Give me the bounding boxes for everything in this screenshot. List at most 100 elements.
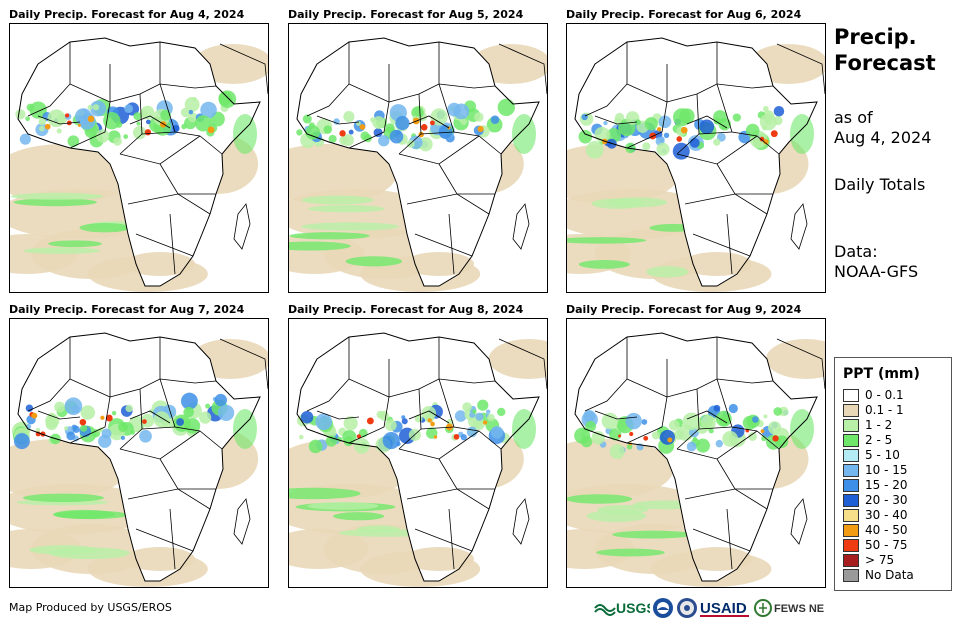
country-border <box>316 115 360 125</box>
fews-net-logo: FEWS NET <box>754 597 831 621</box>
heavy-rain-core <box>79 418 87 426</box>
rain-cell <box>745 123 760 138</box>
rain-cell <box>38 117 47 126</box>
heavy-rain-core <box>433 435 438 439</box>
rain-cell <box>748 432 757 441</box>
ocean-rain-streak <box>289 487 361 500</box>
country-border <box>316 410 360 420</box>
legend-item: 10 - 15 <box>843 463 948 478</box>
data-source-value: NOAA-GFS <box>834 262 919 281</box>
country-border <box>414 528 473 552</box>
usaid-logo: USAID <box>699 598 751 622</box>
legend-item: 30 - 40 <box>843 508 948 523</box>
seal-icon <box>677 598 697 618</box>
panel-title: Daily Precip. Forecast for Aug 8, 2024 <box>288 303 524 316</box>
rain-cell <box>343 111 355 123</box>
rain-cell <box>47 412 56 421</box>
rain-cell <box>180 392 198 410</box>
rain-cell <box>113 137 122 146</box>
heavy-rain-core <box>418 131 424 138</box>
rain-cell <box>35 427 41 433</box>
country-border <box>448 213 455 275</box>
heavy-rain-core <box>763 139 769 145</box>
arabia-outline <box>498 338 547 390</box>
rain-cell <box>651 431 661 440</box>
rain-cell <box>625 412 642 430</box>
heavy-rain-core <box>65 113 70 118</box>
country-border <box>406 488 490 510</box>
rain-cell <box>490 115 500 125</box>
land-mask <box>575 38 817 286</box>
country-border <box>348 337 390 398</box>
rain-cell <box>713 404 721 412</box>
country-border <box>584 378 628 412</box>
africa-precip-map <box>289 37 547 292</box>
rain-cell <box>682 412 701 431</box>
madagascar-outline <box>790 498 808 545</box>
country-border <box>306 378 350 412</box>
coastal-rain <box>790 114 814 154</box>
legend-item: 50 - 75 <box>843 538 948 553</box>
land-mask <box>575 333 817 581</box>
country-border <box>169 508 176 570</box>
legend-item: 5 - 10 <box>843 448 948 463</box>
country-border <box>159 378 223 450</box>
rain-cell <box>460 118 467 125</box>
heavy-rain-core <box>629 431 634 437</box>
rain-cell <box>773 407 783 416</box>
ocean-rain-streak <box>646 266 689 278</box>
country-border <box>348 101 390 149</box>
legend-swatch <box>843 389 859 402</box>
rain-cell <box>354 438 370 454</box>
country-border <box>348 42 390 103</box>
rain-cell <box>601 412 619 430</box>
drizzle-area <box>10 144 133 204</box>
heavy-rain-core <box>667 437 673 443</box>
arabia-outline <box>219 43 268 95</box>
usgs-logo-mark: USGS <box>594 600 656 616</box>
rain-cell <box>490 426 504 439</box>
country-border <box>438 378 496 384</box>
heavy-rain-core <box>207 126 215 134</box>
country-border <box>141 426 176 430</box>
legend-label: 10 - 15 <box>865 463 908 477</box>
rain-cell <box>39 125 45 132</box>
rain-cell <box>153 411 170 428</box>
usaid-logo-text: USAID <box>700 600 747 617</box>
country-border <box>626 396 668 444</box>
legend-swatch <box>843 524 859 537</box>
rain-cell <box>401 415 406 420</box>
rain-cell <box>296 129 303 136</box>
rain-cell <box>328 134 337 143</box>
legend-item: 20 - 30 <box>843 493 948 508</box>
country-border <box>408 410 450 424</box>
country-border <box>159 83 217 89</box>
ocean-rain-streak <box>22 493 104 503</box>
country-border <box>448 508 455 570</box>
rain-cell <box>773 106 785 117</box>
rain-cell <box>125 404 133 413</box>
ocean-rain-streak <box>307 205 385 213</box>
as-of-label: as of <box>834 108 873 127</box>
legend-item: 0 - 0.1 <box>843 388 948 403</box>
country-border <box>127 488 211 510</box>
heavy-rain-core <box>477 125 484 133</box>
country-border <box>129 115 171 129</box>
legend-swatch <box>843 449 859 462</box>
country-border <box>686 410 728 424</box>
country-border <box>135 528 194 552</box>
country-border <box>716 378 780 450</box>
legend-swatch <box>843 539 859 552</box>
rain-cell <box>139 429 152 443</box>
rain-cell <box>133 112 142 121</box>
legend-item: > 75 <box>843 553 948 568</box>
rain-cell <box>462 402 472 412</box>
country-border <box>135 233 194 257</box>
country-border <box>698 131 733 135</box>
coastline <box>17 37 261 287</box>
coastline <box>296 37 540 287</box>
legend-label: 50 - 75 <box>865 538 908 552</box>
rain-cell <box>217 404 235 421</box>
rain-cell <box>472 418 485 431</box>
data-source-label: Data: <box>834 242 878 261</box>
